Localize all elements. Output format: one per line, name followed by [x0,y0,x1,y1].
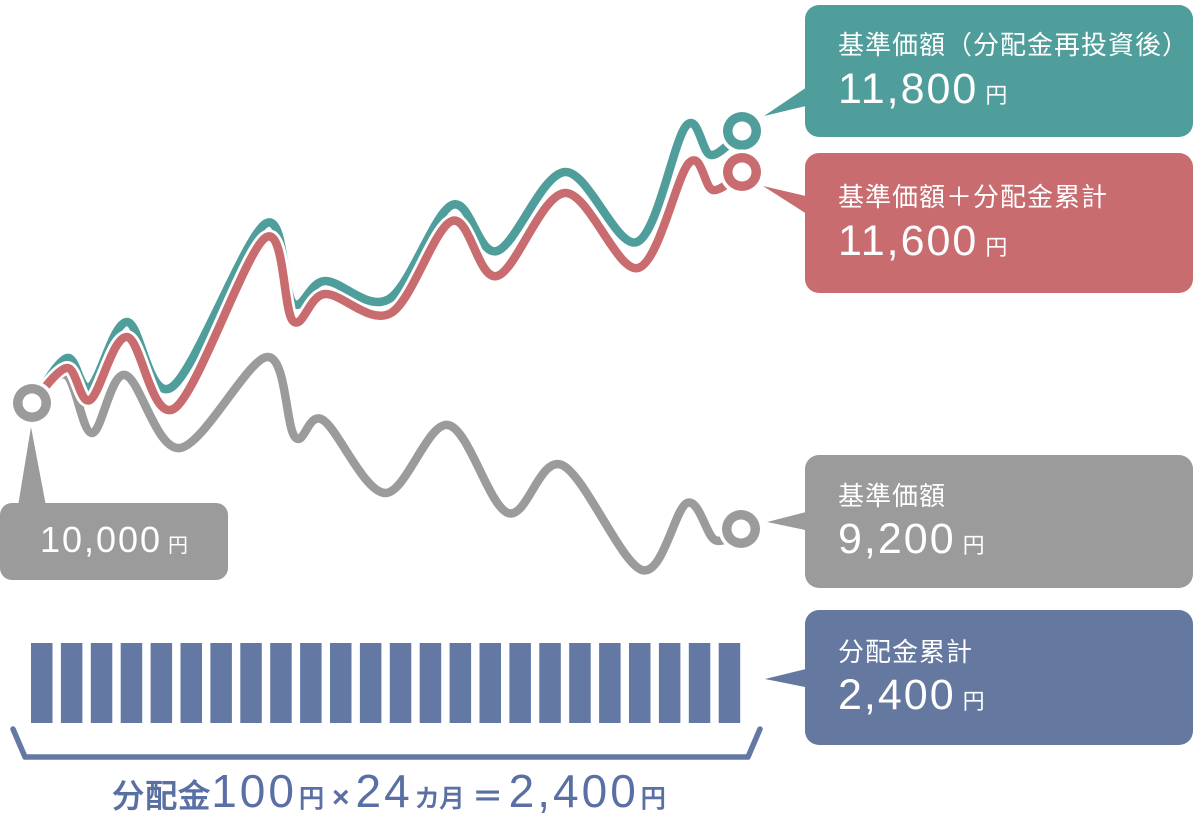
start-value: 10,000 円 [40,501,188,578]
formula-total: 2,400 [508,765,639,817]
series-line [27,156,747,415]
start-unit: 円 [168,535,189,557]
distribution-bar [270,643,292,723]
callout-dist-total-box: 分配金累計 2,400 円 [805,610,1193,745]
distribution-bar [90,643,113,723]
callout-nav-box: 基準価額 9,200 円 [805,455,1193,588]
distribution-bar [688,643,711,723]
distribution-bar [449,643,472,723]
reinvested-end-marker-dot [732,121,752,141]
distribution-bar [180,643,202,723]
distribution-bar [718,643,741,723]
callout-nav-unit: 円 [962,533,985,559]
callout-nav-plus-dist-unit: 円 [985,234,1008,260]
callout-nav-value: 9,200 円 [838,518,1193,561]
distribution-bar [359,643,382,723]
formula-per-month: 100 [211,765,297,817]
distribution-formula: 分配金 100 円 × 24 カ月 ＝ 2,400 円 [60,764,720,817]
bracket [10,726,763,760]
callout-dist-total-unit: 円 [962,689,985,715]
series-line [27,118,747,408]
callout-reinvested-label: 基準価額（分配金再投資後） [838,30,1190,61]
formula-dist-label: 分配金 [112,778,212,814]
callout-reinvested-box: 基準価額（分配金再投資後） 11,800 円 [805,5,1193,137]
callout-nav-plus-dist-label: 基準価額＋分配金累計 [838,182,1109,213]
distribution-bar [419,643,442,723]
distribution-bar [658,643,681,723]
formula-months-unit: カ月 [414,785,465,813]
callout-dist-total-amount: 2,400 [838,671,956,720]
start-marker-dot [22,393,42,413]
pointer-dist-total [765,668,810,688]
callout-reinvested-value: 11,800 円 [838,64,1193,113]
distribution-bar [60,643,83,723]
distribution-bar [629,643,651,723]
formula-yen-unit-1: 円 [298,785,324,813]
formula-months: 24 [355,765,413,817]
callout-nav-plus-dist-value: 11,600 円 [838,216,1193,265]
callout-dist-total-label: 分配金累計 [838,636,974,667]
formula-multiply-sign: × [331,781,350,814]
pointer-reinvested [764,85,810,116]
distribution-bar [31,643,53,723]
distribution-bar [539,643,561,723]
pointer-nav-plus-dist [763,186,810,216]
distribution-bar [150,643,173,723]
distribution-bar [330,643,352,723]
callout-reinvested-amount: 11,800 [838,64,979,113]
pointer-nav [767,511,810,531]
distribution-bar [389,643,412,723]
series-casing [25,153,749,418]
formula-yen-unit-2: 円 [640,785,666,813]
callout-nav-label: 基準価額 [838,480,947,511]
callout-nav-plus-dist-amount: 11,600 [838,216,979,265]
start-amount: 10,000 [39,519,163,560]
callout-nav-amount: 9,200 [838,515,956,564]
distribution-bar [240,643,262,723]
callout-start-value-box: 10,000 円 [0,503,228,580]
distribution-bar [210,643,232,723]
distribution-bar [300,643,322,723]
distribution-bar [509,643,531,723]
callout-reinvested-unit: 円 [985,82,1008,108]
distribution-bar [479,643,501,723]
callout-nav-plus-dist-box: 基準価額＋分配金累計 11,600 円 [805,153,1193,293]
nav-plus-dist-end-marker-dot [732,162,752,182]
distribution-bar [569,643,591,723]
formula-equals-sign: ＝ [472,781,503,814]
series-line [27,352,746,575]
callout-dist-total-value: 2,400 円 [838,674,1193,717]
distribution-bar [599,643,621,723]
nav-end-marker-dot [731,519,751,539]
pointer-start [18,427,46,506]
distribution-bar [120,643,143,723]
